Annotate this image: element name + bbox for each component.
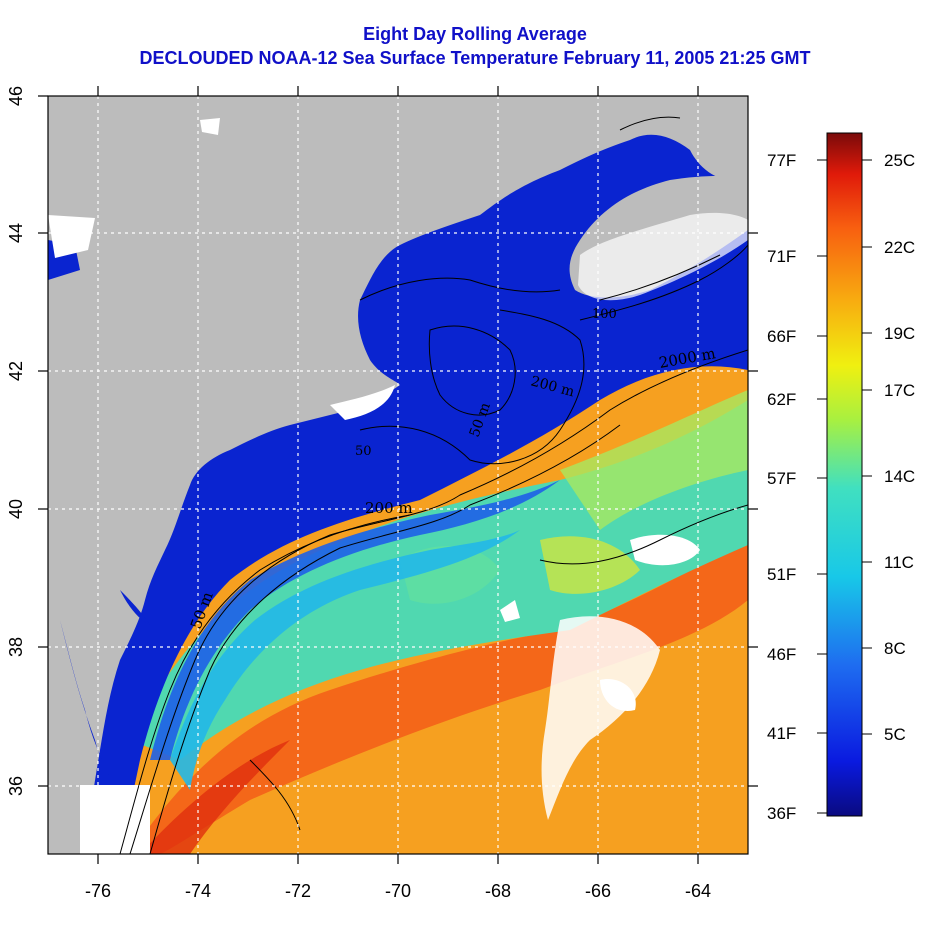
lat-tick-label: 42: [6, 361, 26, 381]
graticule: [48, 96, 748, 854]
lon-tick-label: -66: [585, 881, 611, 901]
colorbar-c-label: 22C: [884, 238, 915, 257]
colorbar-f-label: 57F: [767, 469, 796, 488]
lon-tick-label: -68: [485, 881, 511, 901]
lon-tick-label: -64: [685, 881, 711, 901]
colorbar-c-label: 14C: [884, 467, 915, 486]
colorbar-c-label: 19C: [884, 324, 915, 343]
contour-label-100: 100: [592, 307, 617, 322]
contour-label-200m: 200 m: [365, 499, 413, 517]
lon-tick-label: -70: [385, 881, 411, 901]
lat-tick-label: 46: [6, 86, 26, 106]
colorbar-f-label: 41F: [767, 724, 796, 743]
map-title: Eight Day Rolling Average: [363, 24, 587, 44]
bathymetry-contours: [119, 116, 748, 854]
land-mass: [48, 96, 748, 854]
colorbar-f-label: 77F: [767, 151, 796, 170]
colorbar-c-label: 17C: [884, 381, 915, 400]
colorbar: [826, 132, 863, 817]
colorbar-c-label: 25C: [884, 151, 915, 170]
colorbar-c-label: 5C: [884, 725, 906, 744]
map-plot-area: [48, 96, 748, 854]
lon-tick-label: -72: [285, 881, 311, 901]
colorbar-f-label: 51F: [767, 565, 796, 584]
lat-tick-label: 38: [6, 637, 26, 657]
colorbar-f-label: 66F: [767, 327, 796, 346]
colorbar-f-label: 71F: [767, 247, 796, 266]
map-subtitle: DECLOUDED NOAA-12 Sea Surface Temperatur…: [139, 48, 811, 68]
lon-tick-label: -76: [85, 881, 111, 901]
colorbar-f-label: 46F: [767, 645, 796, 664]
contour-label-50: 50: [355, 444, 372, 459]
lon-tick-label: -74: [185, 881, 211, 901]
colorbar-f-label: 36F: [767, 804, 796, 823]
lat-tick-label: 44: [6, 223, 26, 243]
colorbar-c-label: 8C: [884, 639, 906, 658]
colorbar-c-label: 11C: [884, 553, 914, 572]
lat-tick-label: 40: [6, 499, 26, 519]
lat-tick-label: 36: [6, 776, 26, 796]
colorbar-f-label: 62F: [767, 390, 796, 409]
